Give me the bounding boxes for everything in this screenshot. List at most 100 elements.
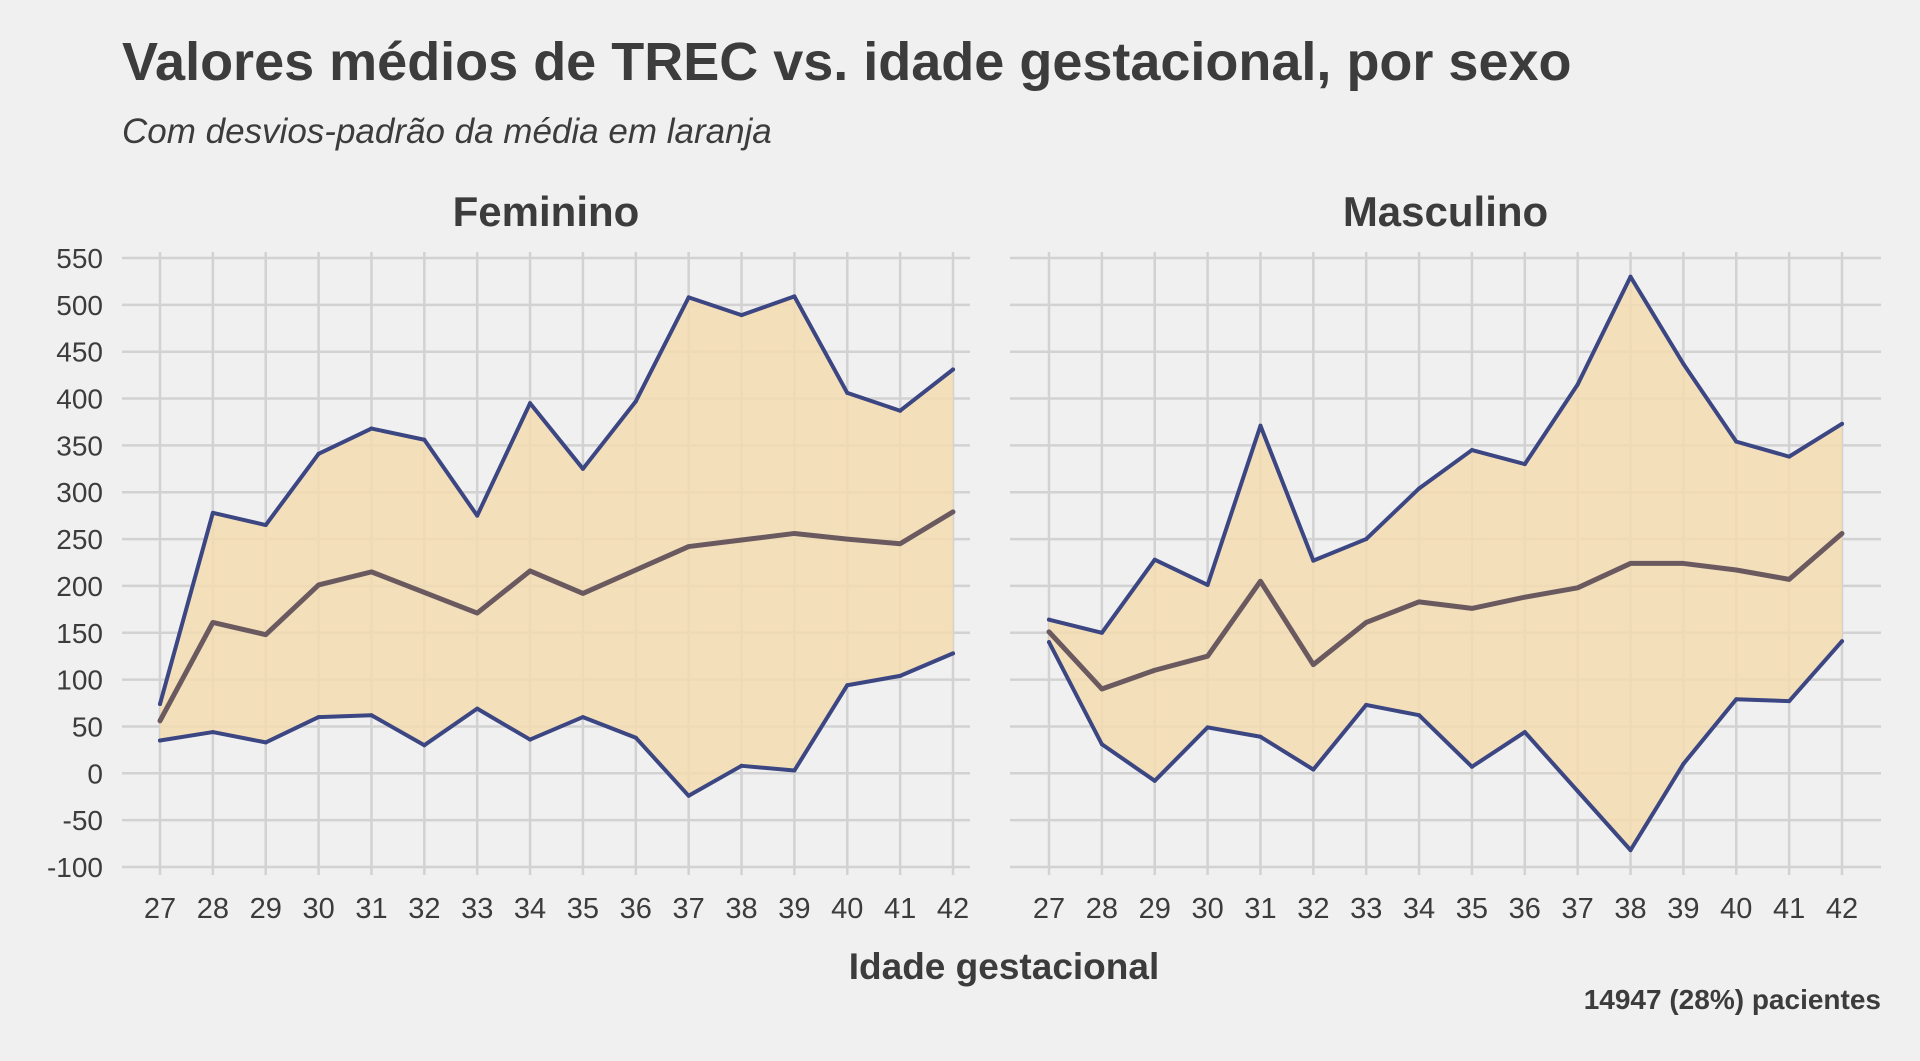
upper-point — [422, 437, 427, 442]
lower-point — [1787, 699, 1792, 704]
mean-point — [1840, 531, 1844, 536]
x-tick-label: 29 — [250, 893, 282, 925]
upper-point — [1787, 454, 1792, 459]
mean-point — [1469, 606, 1474, 611]
x-tick-label: 39 — [1667, 893, 1699, 925]
x-tick-label: 34 — [1403, 893, 1435, 925]
x-tick-label: 35 — [567, 893, 599, 925]
lower-point — [1522, 730, 1527, 735]
lower-point — [1364, 702, 1369, 707]
mean-point — [739, 538, 744, 543]
upper-point — [1469, 448, 1474, 453]
panel-feminino: 27 28 29 30 31 32 33 34 35 36 37 38 39 40 41 42 Feminino — [122, 188, 970, 925]
upper-point — [898, 408, 903, 413]
lower-point — [475, 706, 480, 711]
mean-point — [633, 567, 638, 572]
mean-point — [1628, 561, 1633, 566]
x-tick-label: 42 — [1826, 893, 1858, 925]
upper-point — [1417, 486, 1422, 491]
upper-point — [1047, 617, 1051, 622]
lower-point — [1469, 764, 1474, 769]
y-axis: -100 -50 0 50 100 150 200 250 300 350 400 450 500 550 — [47, 243, 103, 883]
upper-point — [580, 466, 585, 471]
lower-point — [845, 683, 850, 688]
x-tick-label: 30 — [1191, 893, 1223, 925]
upper-point — [1364, 537, 1369, 542]
mean-point — [1205, 654, 1210, 659]
mean-point — [316, 582, 321, 587]
x-tick-label: 29 — [1139, 893, 1171, 925]
upper-point — [1840, 421, 1844, 426]
lower-point — [158, 738, 162, 743]
x-tick-label: 38 — [725, 893, 757, 925]
x-tick-label: 32 — [408, 893, 440, 925]
upper-sd-line — [158, 294, 955, 706]
upper-point — [369, 426, 374, 431]
mean-point — [1681, 561, 1686, 566]
lower-point — [1047, 640, 1051, 645]
mean-point — [1787, 577, 1792, 582]
lower-sd-line — [158, 651, 955, 798]
mean-point — [845, 537, 850, 542]
lower-point — [1205, 725, 1210, 730]
y-tick-label: 0 — [87, 758, 103, 789]
lower-point — [898, 673, 903, 678]
y-tick-label: 150 — [56, 618, 103, 649]
upper-point — [316, 451, 321, 456]
y-tick-label: -50 — [63, 805, 103, 836]
lower-point — [1258, 734, 1263, 739]
mean-point — [792, 531, 797, 536]
lower-point — [263, 740, 268, 745]
mean-point — [1522, 595, 1527, 600]
upper-point — [528, 401, 533, 406]
mean-line — [1046, 530, 1845, 692]
x-tick-label: 41 — [884, 893, 916, 925]
x-tick-label: 28 — [1086, 893, 1118, 925]
x-tick-label: 37 — [673, 893, 705, 925]
upper-point — [739, 313, 744, 318]
upper-point — [210, 510, 215, 515]
mean-point — [686, 544, 691, 549]
lower-point — [686, 793, 691, 798]
upper-point — [263, 523, 268, 528]
upper-point — [1258, 423, 1263, 428]
lower-point — [951, 651, 955, 656]
x-tick-label: 42 — [937, 893, 969, 925]
mean-line — [157, 509, 956, 724]
y-tick-label: 500 — [56, 290, 103, 321]
lower-point — [210, 730, 215, 735]
upper-point — [633, 399, 638, 404]
x-tick-label: 33 — [1350, 893, 1382, 925]
lower-point — [580, 715, 585, 720]
lower-sd-line — [1047, 639, 1844, 853]
mean-point — [1364, 620, 1369, 625]
mean-point — [210, 620, 215, 625]
x-tick-label: 36 — [620, 893, 652, 925]
lower-point — [422, 743, 427, 748]
x-tick-label: 31 — [355, 893, 387, 925]
y-tick-label: 400 — [56, 384, 103, 415]
upper-point — [1152, 557, 1157, 562]
lower-point — [1311, 767, 1316, 772]
data-points — [158, 294, 955, 798]
lower-point — [1417, 713, 1422, 718]
x-tick-label: 27 — [144, 893, 176, 925]
mean-point — [1099, 686, 1104, 691]
mean-point — [528, 568, 533, 573]
y-tick-label: 350 — [56, 430, 103, 461]
x-axis-label: Idade gestacional — [849, 946, 1160, 987]
y-tick-label: 200 — [56, 571, 103, 602]
upper-point — [792, 294, 797, 299]
mean-point — [475, 611, 480, 616]
upper-point — [686, 295, 691, 300]
mean-point — [951, 509, 955, 514]
lower-point — [316, 715, 321, 720]
upper-point — [951, 367, 955, 372]
x-tick-label: 35 — [1456, 893, 1488, 925]
mean-point — [1575, 585, 1580, 590]
mean-point — [1152, 668, 1157, 673]
y-tick-label: 550 — [56, 243, 103, 274]
x-tick-label: 30 — [302, 893, 334, 925]
x-tick-label: 32 — [1297, 893, 1329, 925]
